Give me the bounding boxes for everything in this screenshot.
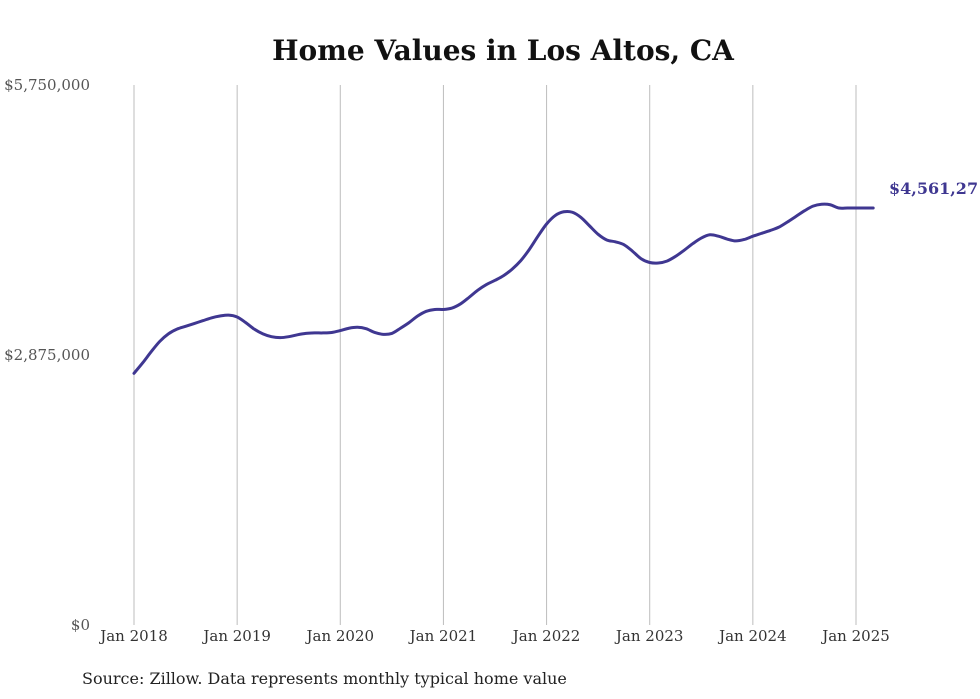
x-tick-label: Jan 2025 xyxy=(820,627,890,645)
x-tick-label: Jan 2024 xyxy=(717,627,787,645)
x-tick-label: Jan 2023 xyxy=(614,627,684,645)
x-axis: Jan 2018 Jan 2019 Jan 2020 Jan 2021 Jan 2022… xyxy=(98,627,890,645)
source-note: Source: Zillow. Data represents monthly … xyxy=(82,669,567,688)
y-tick-label: $2,875,000 xyxy=(4,346,90,364)
series xyxy=(132,202,875,375)
series-line-home-value xyxy=(132,202,875,375)
y-axis: $0 $2,875,000 $5,750,000 xyxy=(4,76,90,634)
chart-title: Home Values in Los Altos, CA xyxy=(272,34,735,67)
x-tick-label: Jan 2021 xyxy=(408,627,478,645)
x-tick-label: Jan 2020 xyxy=(305,627,375,645)
y-tick-label: $0 xyxy=(71,616,90,634)
y-tick-label: $5,750,000 xyxy=(4,76,90,94)
x-tick-label: Jan 2022 xyxy=(511,627,581,645)
x-tick-label: Jan 2018 xyxy=(98,627,168,645)
gridlines xyxy=(133,85,857,625)
x-tick-label: Jan 2019 xyxy=(201,627,271,645)
end-value-label: $4,561,27 xyxy=(889,179,978,198)
